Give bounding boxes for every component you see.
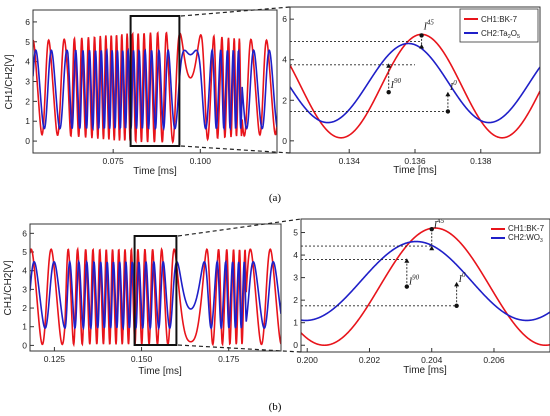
x-tick-label: 0.202 [359, 355, 381, 365]
x-ticks: 0.125 0.150 0.175 [44, 347, 240, 364]
x-tick-label: 0.125 [44, 354, 66, 364]
intensity-label: I90 [408, 273, 420, 287]
intensity-label: I0 [458, 271, 466, 285]
y-tick-label: 5 [25, 37, 30, 47]
plot-frame [289, 6, 541, 154]
legend-ch2-label: CH2:WO3 [508, 233, 543, 244]
series-ch2-line [30, 259, 281, 331]
plot-frame [29, 223, 282, 352]
y-tick-label: 4 [25, 57, 30, 67]
chart-b-left: 0 1 2 3 4 5 6 0.125 0.150 0.175 Time [ms] CH1/CH… [3, 223, 282, 377]
y-tick-label: 6 [25, 17, 30, 27]
y-tick-label: 0 [22, 340, 27, 350]
intensity-label: I45 [423, 18, 435, 32]
x-ticks: 0.075 0.100 [103, 149, 212, 166]
data-point [445, 91, 451, 97]
y-tick-label: 1 [22, 322, 27, 332]
x-tick-label: 0.200 [297, 355, 319, 365]
y-tick-label: 0 [282, 136, 287, 146]
legend-ch2-label: CH2:Ta2O5 [481, 29, 520, 40]
legend-box [459, 8, 539, 43]
y-axis-label: CH1/CH2[V] [4, 54, 15, 109]
data-point [419, 44, 425, 49]
legend-ch1-label: CH1:BK-7 [481, 15, 518, 24]
y-tick-label: 3 [25, 77, 30, 87]
zoom-connector-top [180, 6, 291, 17]
y-tick-label: 4 [282, 55, 287, 65]
intensity-label: I90 [390, 77, 402, 91]
caption-a: (a) [269, 192, 282, 204]
x-ticks: 0.134 0.136 0.138 [339, 149, 492, 166]
y-ticks: 0 2 4 6 [282, 14, 294, 146]
x-tick-label: 0.204 [421, 355, 443, 365]
series-ch1-line [30, 246, 281, 348]
zoom-connector-top [177, 218, 302, 237]
data-point [454, 303, 459, 308]
zoom-connector-bottom [180, 145, 291, 154]
series-ch2-line [33, 47, 277, 132]
y-tick-label: 6 [282, 14, 287, 24]
caption-b: (b) [269, 401, 282, 413]
legend: CH1:BK-7 CH2:Ta2O5 [459, 8, 539, 43]
series-ch1-line [33, 31, 277, 144]
y-tick-label: 0 [293, 340, 298, 350]
x-tick-label: 0.150 [131, 354, 153, 364]
data-point [404, 258, 410, 263]
series-ch1-line [290, 33, 540, 139]
y-tick-label: 3 [293, 273, 298, 283]
x-tick-label: 0.134 [339, 156, 361, 166]
intensity-label: I0 [449, 79, 457, 93]
x-axis-label: Time [ms] [138, 366, 182, 377]
y-tick-label: 5 [22, 247, 27, 257]
y-ticks: 0 1 2 3 4 5 6 [25, 17, 37, 146]
chart-a-left: 0 1 2 3 4 5 6 0.075 0.100 Time [ms] CH1/CH2[V] [4, 9, 278, 177]
data-point [454, 281, 460, 287]
y-tick-label: 4 [293, 250, 298, 260]
x-axis-label: Time [ms] [133, 166, 177, 177]
x-tick-label: 0.100 [190, 156, 212, 166]
series-ch2-line [290, 42, 540, 124]
x-tick-label: 0.175 [218, 354, 240, 364]
data-point [419, 33, 424, 38]
plot-frame [32, 9, 278, 154]
data-point [429, 245, 435, 251]
y-tick-label: 0 [25, 136, 30, 146]
x-axis-label: Time [ms] [403, 365, 447, 376]
y-axis-label: CH1/CH2[V] [3, 260, 14, 315]
y-tick-label: 2 [22, 303, 27, 313]
chart-b-right: 0 1 2 3 4 5 0.200 0.202 0.204 0.206 I45 I90 I0 Tim… [293, 217, 550, 376]
x-tick-label: 0.206 [483, 355, 505, 365]
y-tick-label: 1 [293, 318, 298, 328]
x-tick-label: 0.138 [470, 156, 492, 166]
y-tick-label: 4 [22, 266, 27, 276]
y-tick-label: 5 [293, 228, 298, 238]
y-tick-label: 2 [282, 95, 287, 105]
data-point [386, 63, 392, 68]
zoom-window [129, 15, 181, 147]
x-ticks: 0.200 0.202 0.204 0.206 [297, 348, 505, 365]
legend: CH1:BK-7 CH2:WO3 [491, 224, 545, 244]
y-ticks: 0 1 2 3 4 5 6 [22, 228, 34, 350]
y-tick-label: 3 [22, 284, 27, 294]
legend-ch1-label: CH1:BK-7 [508, 224, 545, 233]
plot-frame [300, 218, 550, 353]
y-tick-label: 2 [293, 295, 298, 305]
data-point [386, 89, 391, 95]
y-ticks: 0 1 2 3 4 5 [293, 228, 305, 350]
y-tick-label: 1 [25, 116, 30, 126]
x-tick-label: 0.136 [404, 156, 426, 166]
x-axis-label: Time [ms] [393, 165, 437, 176]
y-tick-label: 2 [25, 96, 30, 106]
y-tick-label: 6 [22, 228, 27, 238]
data-point [404, 284, 410, 289]
x-tick-label: 0.075 [103, 156, 125, 166]
zoom-window [133, 235, 178, 346]
data-point [445, 109, 451, 114]
data-point [429, 226, 434, 232]
series-ch2-line [301, 240, 550, 322]
intensity-label: I45 [433, 217, 445, 231]
